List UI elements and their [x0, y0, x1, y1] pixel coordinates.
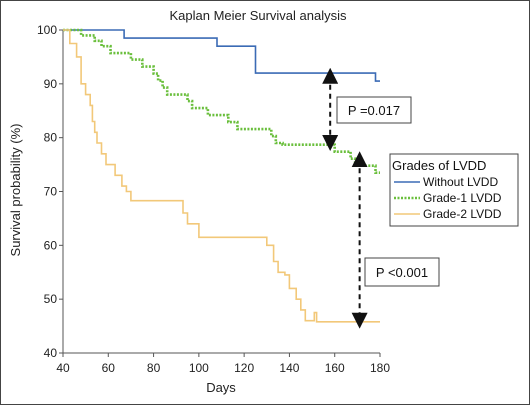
annotation-text-0: P =0.017: [348, 103, 400, 118]
plot-area: [62, 30, 380, 354]
legend-label-1: Grade-1 LVDD: [423, 191, 502, 205]
x-tick-label: 160: [325, 361, 345, 375]
legend-title: Grades of LVDD: [392, 158, 486, 173]
y-tick-label: 80: [44, 131, 58, 145]
annotation-box-0: [336, 96, 412, 124]
chart-title: Kaplan Meier Survival analysis: [169, 8, 347, 23]
legend: Grades of LVDD Without LVDD Grade-1 LVDD G…: [389, 153, 519, 227]
y-tick-label: 60: [44, 238, 58, 252]
x-tick-label: 60: [102, 361, 116, 375]
x-tick-label: 80: [147, 361, 161, 375]
x-tick-label: 180: [370, 361, 390, 375]
y-tick-label: 70: [44, 185, 58, 199]
y-tick-label: 100: [37, 23, 57, 37]
y-tick-label: 90: [44, 77, 58, 91]
x-axis-label: Days: [206, 380, 236, 395]
x-ticks: 40 60 80 100 120 140 160 180: [56, 353, 390, 375]
legend-items: Without LVDD Grade-1 LVDD Grade-2 LVDD: [394, 175, 502, 221]
legend-label-2: Grade-2 LVDD: [423, 207, 502, 221]
series-lines: [63, 28, 380, 323]
x-tick-label: 140: [279, 361, 299, 375]
series-line-2: [63, 29, 380, 323]
x-tick-label: 100: [189, 361, 209, 375]
series-line-1: [63, 28, 380, 174]
y-axis-label: Survival probability (%): [8, 124, 23, 257]
x-tick-label: 40: [56, 361, 70, 375]
annotations: P =0.017 P <0.001: [322, 67, 440, 329]
legend-label-0: Without LVDD: [423, 175, 498, 189]
y-tick-label: 40: [44, 346, 58, 360]
series-line-0: [63, 29, 380, 82]
y-ticks: 40 50 60 70 80 90 100: [37, 23, 63, 360]
x-tick-label: 120: [234, 361, 254, 375]
annotation-text-1: P <0.001: [376, 265, 428, 280]
y-tick-label: 50: [44, 292, 58, 306]
annotation-box-1: [364, 257, 440, 287]
